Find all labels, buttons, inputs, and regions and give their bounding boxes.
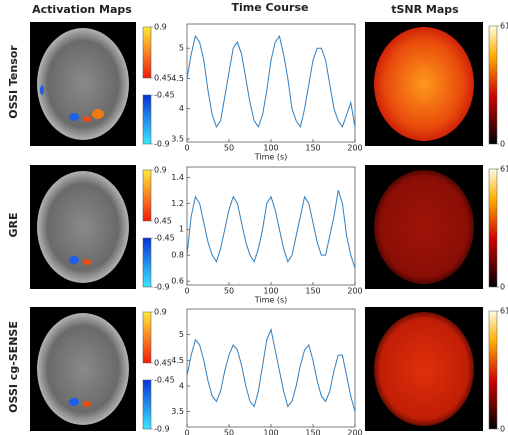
y-tick-label: 1.2 — [171, 199, 184, 208]
x-axis-label: Time (s) — [254, 296, 288, 305]
colorbar-label: 0.9 — [154, 23, 167, 32]
x-tick-label: 100 — [263, 287, 278, 296]
column-title: tSNR Maps — [391, 3, 459, 16]
plot-area — [187, 309, 355, 427]
colorbar-label: -0.45 — [154, 376, 175, 385]
figure: Activation Maps Time Course tSNR Maps OS… — [0, 0, 508, 435]
brain — [37, 171, 129, 283]
brain-tsnr — [374, 312, 474, 426]
x-tick-label: 150 — [305, 144, 320, 153]
colorbar — [143, 380, 151, 429]
row-label: OSSI cg-SENSE — [7, 321, 20, 413]
colorbar-label: -0.45 — [154, 234, 175, 243]
blob — [83, 116, 91, 122]
y-tick-label: 3.5 — [171, 134, 184, 143]
x-tick-label: 200 — [347, 287, 362, 296]
blob — [40, 85, 44, 95]
colorbar — [489, 26, 497, 144]
colorbar-label: -0.9 — [154, 425, 170, 434]
colorbar — [489, 311, 497, 429]
brain — [37, 28, 129, 140]
colorbar — [143, 27, 151, 78]
y-tick-label: 0.6 — [171, 277, 184, 286]
x-tick-label: 200 — [347, 144, 362, 153]
row-label: GRE — [7, 212, 20, 237]
colorbar-label: 0 — [500, 283, 505, 292]
x-tick-label: 50 — [224, 144, 234, 153]
y-tick-label: 4 — [179, 381, 184, 390]
column-title: Activation Maps — [32, 3, 132, 16]
blob — [92, 109, 104, 119]
colorbar-label: -0.45 — [154, 91, 175, 100]
y-tick-label: 4.5 — [171, 356, 184, 365]
colorbar — [143, 312, 151, 363]
x-axis-label: Time (s) — [254, 153, 288, 162]
row-label: OSSI Tensor — [7, 45, 20, 119]
colorbar-label: 0.45 — [154, 74, 172, 83]
y-tick-label: 1 — [179, 225, 184, 234]
x-tick-label: 0 — [184, 287, 189, 296]
column-title: Time Course — [232, 1, 309, 14]
x-tick-label: 100 — [263, 429, 278, 435]
x-tick-label: 100 — [263, 144, 278, 153]
colorbar — [143, 95, 151, 144]
blob — [83, 401, 91, 407]
colorbar-label: 0.9 — [154, 166, 167, 175]
colorbar-label: -0.9 — [154, 140, 170, 149]
colorbar — [143, 238, 151, 287]
colorbar — [489, 169, 497, 287]
x-tick-label: 0 — [184, 144, 189, 153]
colorbar-label: 61 — [500, 307, 508, 316]
brain-tsnr — [374, 170, 474, 284]
x-tick-label: 0 — [184, 429, 189, 435]
x-tick-label: 200 — [347, 429, 362, 435]
x-tick-label: 150 — [305, 429, 320, 435]
blob — [69, 256, 79, 264]
y-tick-label: 1.4 — [171, 173, 184, 182]
brain — [37, 313, 129, 425]
y-tick-label: 5 — [179, 44, 184, 53]
colorbar-label: 0.45 — [154, 359, 172, 368]
y-tick-label: 3.5 — [171, 407, 184, 416]
colorbar-label: 0 — [500, 140, 505, 149]
x-tick-label: 50 — [224, 287, 234, 296]
colorbar-label: 0.45 — [154, 217, 172, 226]
y-tick-label: 4.5 — [171, 74, 184, 83]
colorbar-label: 0 — [500, 425, 505, 434]
blob — [83, 259, 91, 265]
y-tick-label: 0.8 — [171, 251, 184, 260]
colorbar-label: 61 — [500, 165, 508, 174]
colorbar-label: 61 — [500, 22, 508, 31]
colorbar — [143, 170, 151, 221]
colorbar-label: -0.9 — [154, 283, 170, 292]
y-tick-label: 5 — [179, 330, 184, 339]
colorbar-label: 0.9 — [154, 308, 167, 317]
y-tick-label: 4 — [179, 104, 184, 113]
x-tick-label: 150 — [305, 287, 320, 296]
x-tick-label: 50 — [224, 429, 234, 435]
plot-area — [187, 167, 355, 285]
brain-tsnr — [374, 27, 474, 141]
blob — [69, 113, 79, 121]
blob — [69, 398, 79, 406]
